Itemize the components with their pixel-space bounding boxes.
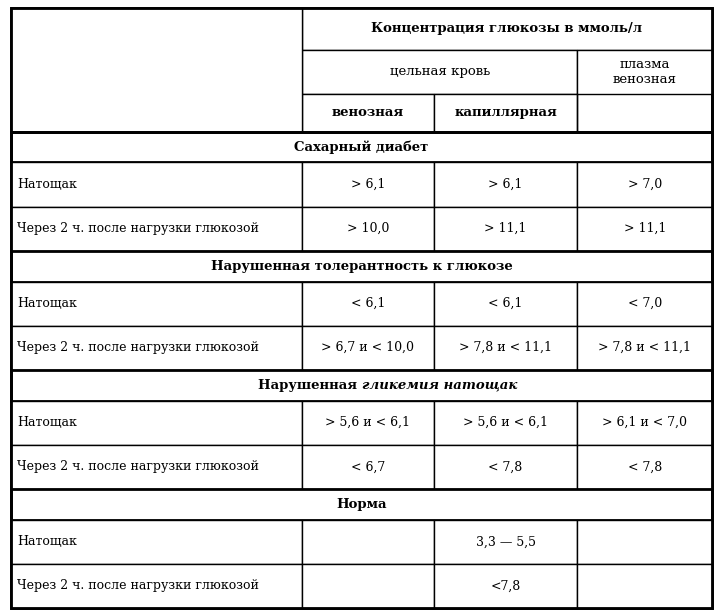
Bar (434, 326, 578, 370)
Bar (11, 163, 302, 206)
Bar (578, 400, 712, 445)
Bar (578, 282, 712, 326)
Text: > 6,1: > 6,1 (351, 178, 385, 191)
Text: <7,8: <7,8 (490, 580, 521, 593)
Text: < 6,1: < 6,1 (351, 297, 385, 310)
Bar (434, 94, 578, 132)
Bar (434, 400, 578, 445)
Text: Натощак: Натощак (17, 416, 77, 429)
Text: > 6,7 и < 10,0: > 6,7 и < 10,0 (321, 341, 414, 354)
Bar (302, 564, 434, 608)
Text: Натощак: Натощак (17, 297, 77, 310)
Bar (302, 8, 712, 50)
Bar (11, 489, 712, 520)
Text: гликемия натощак: гликемия натощак (362, 379, 517, 392)
Text: > 6,1: > 6,1 (488, 178, 523, 191)
Bar (11, 8, 302, 132)
Bar (302, 520, 434, 564)
Bar (578, 326, 712, 370)
Text: цельная кровь: цельная кровь (390, 65, 489, 78)
Text: < 7,0: < 7,0 (628, 297, 662, 310)
Bar (11, 132, 712, 163)
Bar (302, 326, 434, 370)
Text: капиллярная: капиллярная (454, 107, 557, 120)
Text: Натощак: Натощак (17, 178, 77, 191)
Text: Через 2 ч. после нагрузки глюкозой: Через 2 ч. после нагрузки глюкозой (17, 580, 259, 593)
Text: < 7,8: < 7,8 (489, 460, 523, 473)
Bar (11, 400, 302, 445)
Text: > 5,6 и < 6,1: > 5,6 и < 6,1 (325, 416, 411, 429)
Bar (302, 94, 434, 132)
Text: плазма
венозная: плазма венозная (612, 58, 677, 86)
Text: Нарушенная: Нарушенная (258, 379, 362, 392)
Bar (434, 206, 578, 251)
Text: Норма: Норма (336, 498, 387, 511)
Bar (11, 251, 712, 282)
Text: < 6,1: < 6,1 (488, 297, 523, 310)
Bar (578, 564, 712, 608)
Text: Через 2 ч. после нагрузки глюкозой: Через 2 ч. после нагрузки глюкозой (17, 341, 259, 354)
Bar (578, 445, 712, 489)
Text: < 6,7: < 6,7 (351, 460, 385, 473)
Text: > 11,1: > 11,1 (484, 222, 527, 235)
Text: < 7,8: < 7,8 (628, 460, 662, 473)
Bar (302, 400, 434, 445)
Text: > 6,1 и < 7,0: > 6,1 и < 7,0 (602, 416, 687, 429)
Bar (434, 564, 578, 608)
Bar (302, 50, 578, 94)
Text: > 7,8 и < 11,1: > 7,8 и < 11,1 (598, 341, 691, 354)
Bar (578, 206, 712, 251)
Bar (578, 163, 712, 206)
Bar (578, 50, 712, 94)
Bar (302, 206, 434, 251)
Bar (434, 163, 578, 206)
Text: венозная: венозная (332, 107, 404, 120)
Text: Через 2 ч. после нагрузки глюкозой: Через 2 ч. после нагрузки глюкозой (17, 222, 259, 235)
Bar (302, 445, 434, 489)
Bar (578, 520, 712, 564)
Bar (11, 445, 302, 489)
Bar (11, 282, 302, 326)
Text: Концентрация глюкозы в ммоль/л: Концентрация глюкозы в ммоль/л (372, 22, 643, 36)
Bar (11, 520, 302, 564)
Text: > 7,8 и < 11,1: > 7,8 и < 11,1 (459, 341, 552, 354)
Text: > 5,6 и < 6,1: > 5,6 и < 6,1 (463, 416, 548, 429)
Bar (11, 206, 302, 251)
Text: Нарушенная толерантность к глюкозе: Нарушенная толерантность к глюкозе (210, 259, 513, 273)
Text: > 10,0: > 10,0 (346, 222, 389, 235)
Bar (11, 370, 712, 400)
Bar (434, 282, 578, 326)
Bar (11, 326, 302, 370)
Text: Натощак: Натощак (17, 535, 77, 548)
Text: > 11,1: > 11,1 (623, 222, 666, 235)
Text: > 7,0: > 7,0 (628, 178, 662, 191)
Bar (11, 564, 302, 608)
Text: Сахарный диабет: Сахарный диабет (294, 140, 429, 154)
Text: Через 2 ч. после нагрузки глюкозой: Через 2 ч. после нагрузки глюкозой (17, 460, 259, 473)
Text: 3,3 — 5,5: 3,3 — 5,5 (476, 535, 536, 548)
Bar (434, 445, 578, 489)
Bar (302, 282, 434, 326)
Bar (302, 163, 434, 206)
Bar (434, 520, 578, 564)
